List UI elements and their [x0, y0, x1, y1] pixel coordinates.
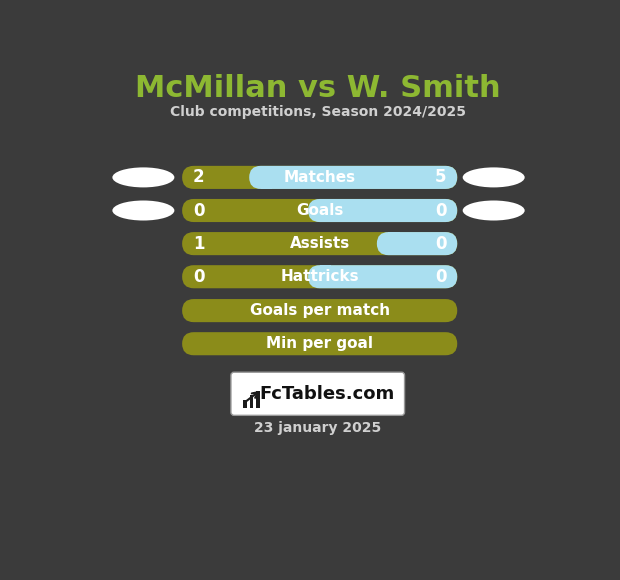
Text: Hattricks: Hattricks	[280, 269, 359, 284]
FancyBboxPatch shape	[308, 199, 458, 222]
FancyBboxPatch shape	[182, 199, 458, 222]
Text: Assists: Assists	[290, 236, 350, 251]
FancyBboxPatch shape	[182, 232, 458, 255]
Text: 0: 0	[435, 201, 446, 219]
Text: Club competitions, Season 2024/2025: Club competitions, Season 2024/2025	[170, 105, 466, 119]
FancyBboxPatch shape	[249, 166, 458, 189]
Bar	[389, 232, 400, 255]
Text: 0: 0	[193, 268, 205, 286]
Bar	[255, 391, 260, 408]
Text: Goals: Goals	[296, 203, 343, 218]
FancyBboxPatch shape	[308, 265, 458, 288]
FancyBboxPatch shape	[182, 299, 458, 322]
Text: 2: 2	[193, 168, 205, 186]
Text: Matches: Matches	[283, 170, 356, 185]
Bar	[243, 400, 247, 408]
Text: 0: 0	[435, 235, 446, 253]
Text: 0: 0	[193, 201, 205, 219]
FancyBboxPatch shape	[182, 332, 458, 356]
FancyBboxPatch shape	[377, 232, 458, 255]
Bar	[261, 166, 272, 189]
Text: 23 january 2025: 23 january 2025	[254, 420, 381, 434]
Text: 1: 1	[193, 235, 205, 253]
Text: 5: 5	[435, 168, 446, 186]
Ellipse shape	[112, 201, 174, 220]
Text: 0: 0	[435, 268, 446, 286]
Ellipse shape	[463, 201, 525, 220]
FancyBboxPatch shape	[182, 166, 458, 189]
Bar	[249, 396, 254, 408]
Text: McMillan vs W. Smith: McMillan vs W. Smith	[135, 74, 500, 103]
Bar	[320, 265, 331, 288]
Ellipse shape	[112, 168, 174, 187]
FancyBboxPatch shape	[231, 372, 404, 415]
Ellipse shape	[463, 168, 525, 187]
Text: Goals per match: Goals per match	[250, 303, 390, 318]
FancyBboxPatch shape	[182, 265, 458, 288]
Text: Min per goal: Min per goal	[266, 336, 373, 351]
Text: FcTables.com: FcTables.com	[259, 385, 395, 403]
Bar	[320, 199, 331, 222]
